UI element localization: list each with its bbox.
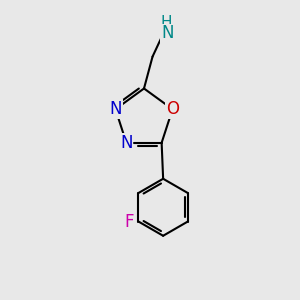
Text: N: N	[109, 100, 122, 118]
Text: F: F	[125, 212, 134, 230]
Text: H: H	[160, 15, 172, 30]
Text: N: N	[120, 134, 133, 152]
Text: O: O	[166, 100, 179, 118]
Text: N: N	[161, 25, 174, 43]
